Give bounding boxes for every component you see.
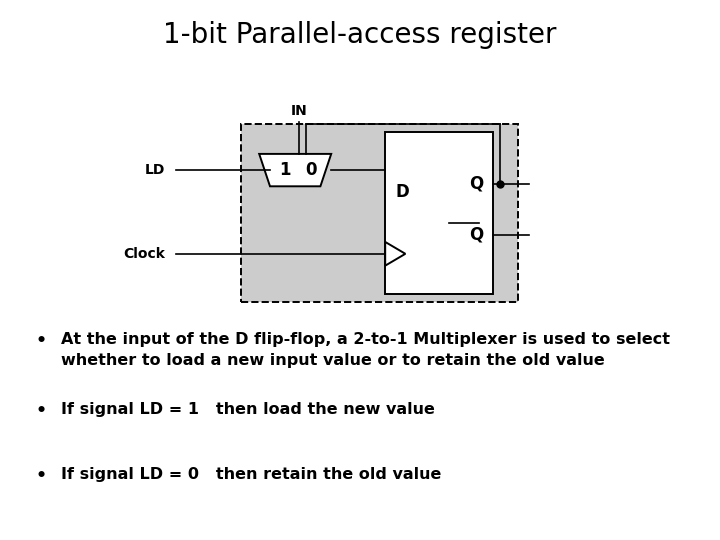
Text: •: • [36, 402, 47, 420]
Text: D: D [395, 183, 409, 201]
Bar [241, 124, 518, 302]
Text: If signal LD = 1   then load the new value: If signal LD = 1 then load the new value [61, 402, 435, 417]
Text: 0: 0 [305, 161, 317, 179]
Polygon shape [259, 154, 331, 186]
Text: If signal LD = 0   then retain the old value: If signal LD = 0 then retain the old val… [61, 467, 441, 482]
Polygon shape [385, 242, 405, 266]
Text: 1: 1 [279, 161, 291, 179]
Text: 1-bit Parallel-access register: 1-bit Parallel-access register [163, 21, 557, 49]
Text: •: • [36, 332, 47, 350]
Text: Q: Q [469, 174, 483, 193]
Text: LD: LD [145, 163, 166, 177]
Bar [385, 132, 493, 294]
Text: Clock: Clock [124, 247, 166, 261]
Text: Q: Q [469, 226, 483, 244]
Text: At the input of the D flip-flop, a 2-to-1 Multiplexer is used to select
whether : At the input of the D flip-flop, a 2-to-… [61, 332, 670, 368]
Text: IN: IN [290, 104, 307, 118]
Text: •: • [36, 467, 47, 485]
